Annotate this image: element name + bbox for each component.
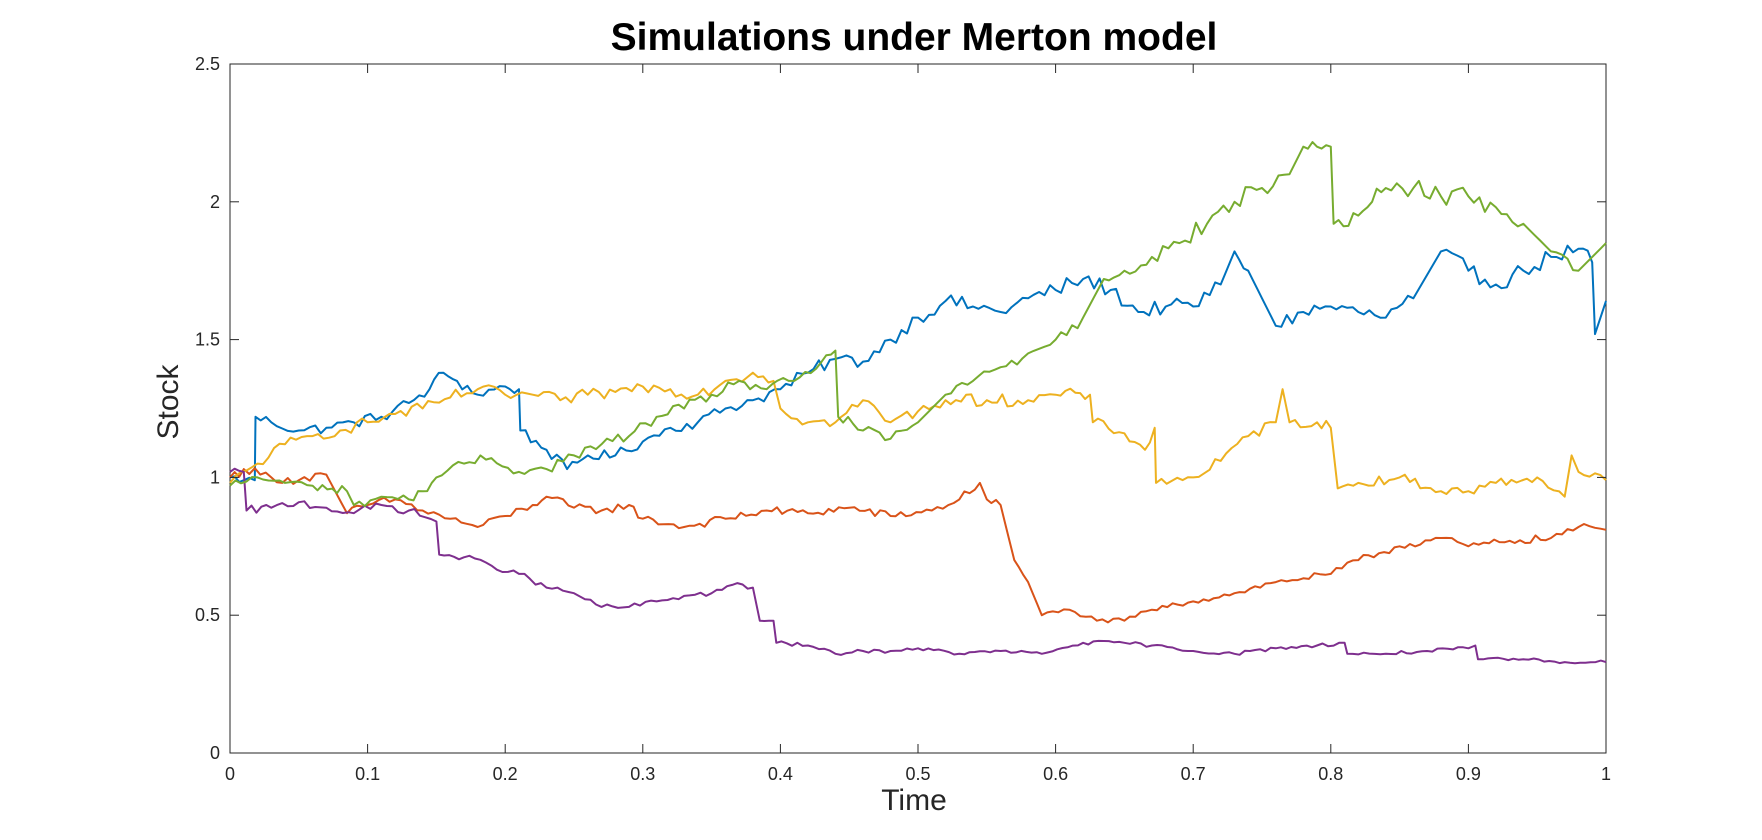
series-line-5 bbox=[229, 141, 1607, 508]
plot-frame bbox=[229, 63, 1607, 754]
x-tick-label: 0.5 bbox=[905, 764, 930, 784]
y-tick-label: 0.5 bbox=[195, 605, 220, 625]
y-tick-label: 1.5 bbox=[195, 330, 220, 350]
series-layer bbox=[229, 141, 1607, 665]
plot-area bbox=[229, 63, 1607, 754]
x-tick-label: 0.4 bbox=[768, 764, 793, 784]
y-tick-label: 2.5 bbox=[195, 54, 220, 74]
chart-title: Simulations under Merton model bbox=[611, 16, 1218, 59]
x-tick-label: 0.8 bbox=[1318, 764, 1343, 784]
x-tick-label: 0.1 bbox=[355, 764, 380, 784]
x-tick-label: 0 bbox=[225, 764, 235, 784]
y-tick-label: 0 bbox=[210, 743, 220, 763]
axis-ticks: 0 0.1 0.2 0.3 0.4 0.5 0.6 0.7 0.8 0.9 1 0 0.5 1 1.5 2 2.… bbox=[195, 54, 1611, 784]
series-line-4 bbox=[229, 467, 1607, 665]
x-tick-label: 0.9 bbox=[1456, 764, 1481, 784]
series-line-1 bbox=[229, 244, 1607, 483]
y-tick-label: 1 bbox=[210, 467, 220, 487]
y-tick-label: 2 bbox=[210, 192, 220, 212]
x-tick-label: 0.2 bbox=[493, 764, 518, 784]
y-axis-label: Stock bbox=[152, 363, 185, 439]
x-axis-label: Time bbox=[881, 784, 947, 817]
x-tick-label: 0.6 bbox=[1043, 764, 1068, 784]
series-line-2 bbox=[229, 467, 1607, 624]
x-tick-label: 1 bbox=[1601, 764, 1611, 784]
x-tick-label: 0.7 bbox=[1181, 764, 1206, 784]
x-tick-label: 0.3 bbox=[630, 764, 655, 784]
